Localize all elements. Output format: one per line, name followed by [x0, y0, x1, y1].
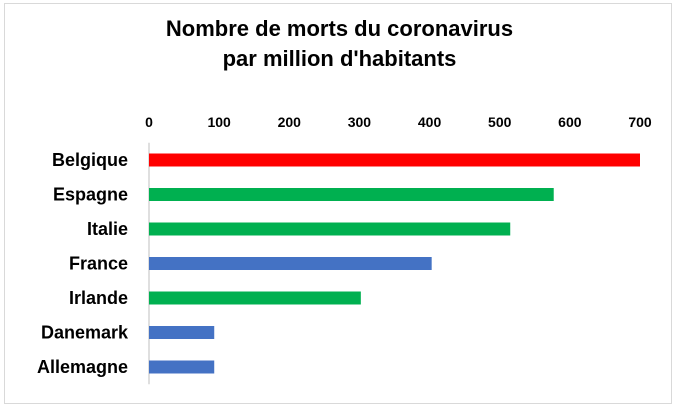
x-tick-label: 500: [488, 114, 512, 130]
x-tick-label: 0: [145, 114, 153, 130]
bar: [149, 291, 361, 305]
category-label: Irlande: [69, 288, 128, 308]
category-label: France: [69, 254, 128, 274]
x-tick-label: 400: [418, 114, 442, 130]
bar: [149, 360, 215, 374]
chart-title-line-1: Nombre de morts du coronavirus: [165, 16, 514, 41]
x-tick-label: 600: [558, 114, 582, 130]
category-label: Danemark: [41, 323, 129, 343]
x-tick-label: 700: [628, 114, 652, 130]
x-axis-ticks: 0 100 200 300 400 500 600 700: [145, 114, 652, 130]
category-label: Belgique: [52, 150, 128, 170]
x-tick-label: 100: [207, 114, 231, 130]
x-tick-label: 300: [348, 114, 372, 130]
bar: [149, 257, 432, 270]
chart-title: Nombre de morts du coronavirus par milli…: [0, 14, 679, 74]
category-label: Allemagne: [37, 357, 128, 377]
bar: [149, 188, 554, 201]
bar: [149, 153, 640, 167]
category-label: Italie: [87, 219, 128, 239]
chart-frame: [4, 3, 672, 404]
category-label: Espagne: [53, 185, 128, 205]
category-labels: Belgique Espagne Italie France Irlande Danema…: [37, 150, 129, 377]
bar: [149, 326, 215, 339]
bar: [149, 222, 511, 236]
x-tick-label: 200: [278, 114, 302, 130]
chart-title-line-2: par million d'habitants: [222, 46, 457, 71]
bars: [149, 153, 640, 374]
